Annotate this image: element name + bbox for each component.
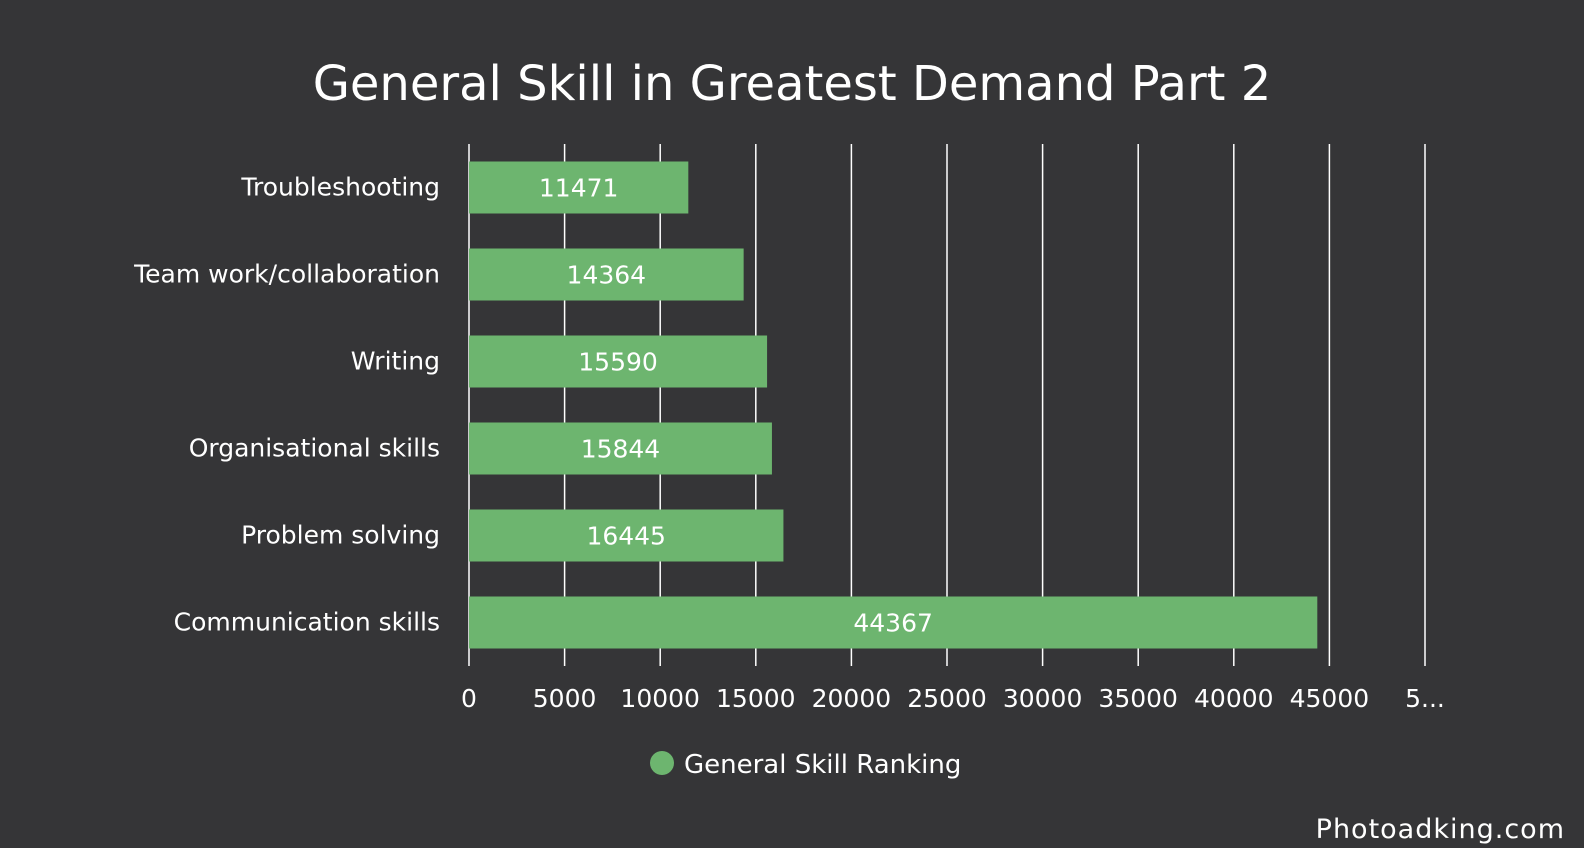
x-tick-label: 10000 [620,684,700,713]
x-tick-label: 5000 [533,684,597,713]
x-axis-tick-labels: 0 5000 10000 15000 20000 25000 30000 35000 40000… [461,684,1445,713]
category-label-troubleshooting: Troubleshooting [240,173,440,202]
bar-troubleshooting [469,161,689,214]
bars: 11471 14364 15590 15844 16445 44367 [469,161,1318,649]
x-tick-label: 5... [1405,684,1445,713]
grid-lines [468,144,1426,666]
x-tick-label: 40000 [1194,684,1274,713]
category-labels: Troubleshooting Team work/collaboration Wr… [133,173,440,637]
legend-label-general-skill-ranking: General Skill Ranking [684,750,961,780]
x-tick-label: 15000 [716,684,796,713]
legend-marker-general-skill-ranking [650,751,674,775]
category-label-problem-solving: Problem solving [241,521,440,550]
x-tick-label: 20000 [812,684,892,713]
bar-writing [469,335,768,388]
bar-problem-solving [469,509,784,562]
bar-value-label: 16445 [586,522,666,551]
category-label-communication-skills: Communication skills [174,608,440,637]
category-label-writing: Writing [351,347,440,376]
bar-value-label: 11471 [539,174,619,203]
x-tick-label: 25000 [907,684,987,713]
x-tick-label: 35000 [1098,684,1178,713]
x-tick-label: 45000 [1290,684,1370,713]
bar-communication-skills [469,596,1318,649]
bar-value-label: 14364 [567,261,647,290]
bar-value-label: 44367 [853,609,933,638]
watermark: Photoadking.com [1316,814,1565,845]
bar-team-work-collaboration [469,248,744,301]
category-label-team-work-collaboration: Team work/collaboration [133,260,440,289]
bar-organisational-skills [469,422,772,475]
legend: General Skill Ranking [650,750,961,780]
bar-value-label: 15844 [581,435,661,464]
bar-value-label: 15590 [578,348,658,377]
x-tick-label: 30000 [1003,684,1083,713]
chart-title: General Skill in Greatest Demand Part 2 [313,56,1272,112]
category-label-organisational-skills: Organisational skills [189,434,440,463]
x-tick-label: 0 [461,684,477,713]
